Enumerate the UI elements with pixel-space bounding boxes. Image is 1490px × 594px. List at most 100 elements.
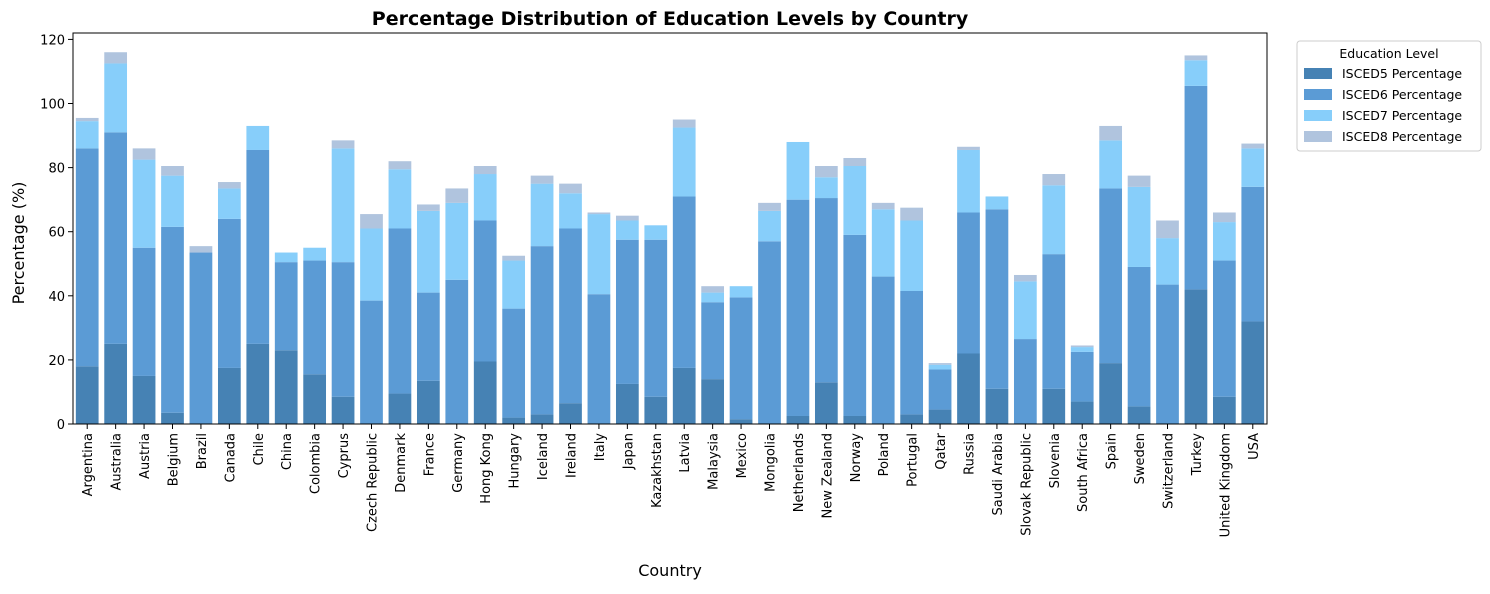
legend-label: ISCED7 Percentage — [1342, 108, 1462, 123]
x-tick-label: Iceland — [536, 433, 551, 480]
bar-segment-isced8 — [587, 212, 611, 215]
bar-segment-isced8 — [758, 202, 781, 211]
bar-segment-isced5 — [843, 415, 867, 424]
bar-segment-isced5 — [331, 396, 355, 424]
bar-segment-isced6 — [814, 198, 838, 383]
legend-swatch — [1304, 131, 1332, 142]
bar-segment-isced6 — [559, 228, 582, 404]
bar-segment-isced5 — [388, 393, 412, 424]
x-tick-label: China — [280, 433, 295, 470]
bar-segment-isced8 — [388, 161, 412, 170]
legend-swatch — [1304, 68, 1332, 79]
bar-segment-isced8 — [900, 207, 924, 221]
bar-segment-isced7 — [75, 121, 99, 149]
bar-segment-isced6 — [217, 218, 241, 368]
bar-segment-isced7 — [871, 209, 895, 277]
bar-segment-isced6 — [615, 239, 639, 384]
x-tick-label: Slovak Republic — [1019, 433, 1034, 536]
bar-segment-isced7 — [1099, 140, 1123, 189]
bar-segment-isced8 — [814, 166, 838, 178]
x-tick-label: Portugal — [906, 433, 921, 487]
x-tick-label: Spain — [1105, 433, 1120, 469]
bar-segment-isced8 — [445, 188, 469, 203]
y-tick-label: 80 — [48, 162, 65, 177]
bar-segment-isced7 — [1212, 222, 1236, 261]
bar-segment-isced7 — [1156, 238, 1179, 285]
bar-segment-isced8 — [672, 119, 696, 128]
x-tick-label: Malaysia — [707, 433, 722, 490]
x-tick-label: Ireland — [565, 433, 580, 478]
bar-segment-isced6 — [473, 220, 497, 362]
x-tick-label: Cyprus — [337, 433, 352, 479]
bar-segment-isced7 — [274, 252, 298, 263]
bar-segment-isced7 — [701, 292, 725, 303]
bar-segment-isced6 — [161, 226, 184, 413]
x-tick-label: Czech Republic — [366, 433, 381, 532]
bar-segment-isced7 — [644, 225, 668, 240]
bars-group — [75, 52, 1265, 424]
bar-segment-isced5 — [615, 383, 639, 424]
bar-segment-isced7 — [900, 220, 924, 291]
y-tick-label: 60 — [48, 226, 65, 241]
x-axis-label: Country — [638, 561, 702, 580]
bar-segment-isced6 — [957, 212, 980, 354]
bar-segment-isced5 — [530, 414, 554, 424]
bar-segment-isced6 — [701, 302, 725, 380]
bar-segment-isced8 — [843, 157, 867, 166]
bar-segment-isced7 — [331, 148, 355, 263]
bar-segment-isced6 — [388, 228, 412, 394]
bar-segment-isced7 — [1042, 185, 1066, 255]
bar-segment-isced5 — [729, 419, 753, 424]
bar-segment-isced8 — [957, 146, 980, 150]
bar-segment-isced8 — [416, 204, 440, 211]
bar-segment-isced8 — [217, 182, 241, 189]
x-tick-label: Brazil — [195, 433, 210, 469]
bar-segment-isced7 — [1013, 281, 1037, 340]
bar-segment-isced8 — [104, 52, 128, 64]
bar-segment-isced8 — [615, 215, 639, 221]
bar-segment-isced5 — [644, 396, 668, 424]
bar-segment-isced5 — [104, 343, 128, 424]
bar-segment-isced5 — [1241, 321, 1265, 424]
plot-frame — [72, 32, 1268, 425]
x-tick-label: Colombia — [309, 433, 324, 494]
bar-segment-isced7 — [1127, 186, 1151, 267]
bar-segment-isced5 — [1042, 388, 1066, 424]
bar-segment-isced7 — [416, 210, 440, 293]
bar-segment-isced6 — [1042, 254, 1066, 389]
bar-segment-isced5 — [701, 379, 725, 424]
bar-segment-isced8 — [189, 246, 213, 253]
legend-label: ISCED6 Percentage — [1342, 87, 1462, 102]
bar-segment-isced8 — [1013, 274, 1037, 282]
bar-segment-isced7 — [388, 169, 412, 229]
bar-segment-isced5 — [814, 382, 838, 424]
x-tick-label: Latvia — [678, 433, 693, 473]
bar-segment-isced8 — [161, 166, 184, 176]
y-tick-label: 40 — [48, 290, 65, 305]
bar-segment-isced5 — [303, 374, 327, 424]
bar-segment-isced7 — [814, 177, 838, 199]
bar-segment-isced8 — [1070, 345, 1094, 348]
x-tick-label: Poland — [877, 433, 892, 476]
bar-segment-isced6 — [786, 199, 810, 416]
bar-segment-isced6 — [189, 252, 213, 424]
bar-segment-isced5 — [1070, 401, 1094, 424]
bar-segment-isced6 — [1156, 284, 1179, 424]
y-tick-label: 20 — [48, 354, 65, 369]
x-tick-label: Hong Kong — [479, 433, 494, 504]
x-tick-label: Canada — [223, 433, 238, 482]
bar-segment-isced6 — [871, 276, 895, 424]
x-tick-label: Russia — [963, 433, 978, 475]
bar-segment-isced7 — [1241, 148, 1265, 187]
bar-segment-isced5 — [416, 380, 440, 424]
bar-segment-isced7 — [1184, 60, 1208, 86]
bar-segment-isced8 — [360, 214, 383, 229]
bar-segment-isced5 — [1184, 289, 1208, 424]
bar-segment-isced7 — [530, 183, 554, 247]
bar-segment-isced8 — [1042, 174, 1066, 186]
bar-segment-isced5 — [75, 366, 99, 424]
bar-segment-isced6 — [246, 149, 270, 344]
bar-segment-isced8 — [871, 202, 895, 210]
bar-segment-isced7 — [928, 364, 952, 370]
